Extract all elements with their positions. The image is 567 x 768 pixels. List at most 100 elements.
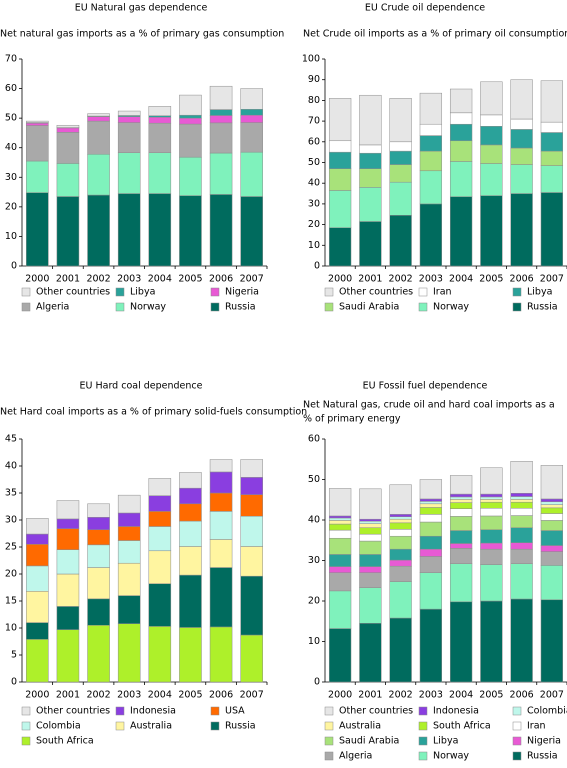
bar-norway-2002	[389, 181, 412, 216]
bar-indonesia-2000	[26, 533, 49, 545]
bar-libya-2004	[449, 123, 473, 142]
bar-nigeria-2005	[480, 542, 503, 550]
bar-colombia-2001	[359, 520, 382, 524]
legend-label-russia: Russia	[527, 751, 558, 762]
bar-other-countries-2001	[56, 124, 80, 128]
legend-label-other-countries: Other countries	[36, 706, 110, 717]
x-tick-label: 2004	[449, 274, 473, 285]
y-tick-label: 30	[5, 172, 17, 183]
bar-nigeria-2003	[117, 116, 141, 123]
bar-other-countries-2005	[480, 81, 503, 116]
bar-colombia-2005	[480, 496, 503, 500]
legend-label-iran: Iran	[527, 721, 546, 732]
bar-russia-2006	[209, 194, 233, 267]
bar-norway-2003	[117, 152, 141, 194]
x-tick-label: 2005	[178, 690, 202, 701]
bar-australia-2001	[359, 523, 382, 528]
bar-russia-2002	[389, 215, 412, 267]
bar-other-countries-2004	[148, 106, 172, 117]
bar-other-countries-2007	[540, 80, 564, 123]
bar-indonesia-2005	[480, 493, 503, 498]
y-axis-label: Net Hard coal imports as a % of primary …	[0, 407, 307, 418]
bar-colombia-2006	[209, 511, 233, 540]
bar-indonesia-2006	[209, 471, 233, 494]
legend-label-libya: Libya	[130, 287, 155, 298]
bar-indonesia-2000	[328, 515, 352, 519]
bar-colombia-2006	[510, 496, 533, 500]
y-axis-label: Net Crude oil imports as a % of primary …	[303, 29, 567, 40]
bar-russia-2005	[480, 600, 503, 683]
bar-other-countries-2002	[87, 503, 110, 518]
y-tick-label: 90	[308, 74, 320, 85]
bar-russia-2006	[510, 193, 533, 267]
bar-australia-2003	[419, 503, 443, 508]
bar-australia-2004	[449, 499, 473, 503]
bar-algeria-2001	[359, 572, 382, 588]
bar-colombia-2000	[26, 565, 49, 592]
bar-russia-2005	[480, 195, 503, 267]
bar-norway-2007	[540, 165, 564, 193]
bar-libya-2005	[480, 126, 503, 146]
legend-label-libya: Libya	[527, 287, 552, 298]
y-tick-label: 40	[308, 178, 320, 189]
x-tick-label: 2003	[419, 690, 443, 701]
bar-norway-2000	[26, 160, 49, 193]
legend-swatch-russia	[210, 721, 220, 731]
bar-libya-2003	[419, 535, 443, 550]
bar-indonesia-2007	[540, 498, 564, 503]
y-tick-label: 40	[5, 142, 17, 153]
legend-swatch-iran	[418, 287, 428, 297]
bar-nigeria-2000	[328, 566, 352, 573]
y-tick-label: 5	[11, 650, 17, 661]
legend-label-other-countries: Other countries	[339, 287, 413, 298]
x-tick-label: 2004	[148, 690, 172, 701]
bar-other-countries-2000	[328, 488, 352, 517]
bar-south-africa-2001	[359, 527, 382, 535]
legend-swatch-russia	[210, 302, 220, 312]
x-tick-label: 2002	[86, 274, 110, 285]
bar-norway-2006	[209, 152, 233, 195]
chart-title: EU Hard coal dependence	[80, 381, 203, 392]
bar-libya-2001	[359, 554, 382, 567]
bar-norway-2000	[328, 190, 352, 228]
x-tick-label: 2000	[25, 690, 49, 701]
bar-algeria-2007	[240, 122, 263, 153]
bar-colombia-2003	[419, 501, 443, 505]
legend-swatch-algeria	[324, 751, 334, 761]
bar-nigeria-2004	[449, 543, 473, 549]
bar-other-countries-2001	[56, 500, 80, 520]
bar-iran-2007	[540, 121, 564, 133]
y-tick-label: 70	[308, 116, 320, 127]
bar-russia-2005	[179, 195, 202, 267]
bar-indonesia-2006	[510, 493, 533, 497]
bar-algeria-2002	[389, 565, 412, 582]
bar-russia-2003	[117, 193, 141, 267]
bar-algeria-2007	[540, 551, 564, 566]
bar-south-africa-2004	[148, 626, 172, 683]
bar-nigeria-2006	[209, 115, 233, 124]
bar-south-africa-2006	[209, 626, 233, 683]
legend-swatch-nigeria	[512, 736, 522, 746]
bar-australia-2003	[117, 562, 141, 596]
legend-label-south-africa: South Africa	[36, 736, 94, 747]
x-tick-label: 2004	[148, 274, 172, 285]
bar-south-africa-2007	[240, 634, 263, 683]
bar-colombia-2002	[87, 544, 110, 568]
x-tick-label: 2007	[240, 274, 264, 285]
bar-iran-2005	[480, 508, 503, 517]
y-tick-label: 100	[302, 54, 320, 65]
bar-nigeria-2007	[240, 114, 263, 123]
y-tick-label: 30	[5, 515, 17, 526]
x-tick-label: 2004	[449, 690, 473, 701]
x-tick-label: 2003	[419, 274, 443, 285]
bar-algeria-2004	[148, 122, 172, 153]
bar-russia-2007	[240, 196, 263, 267]
x-tick-label: 2007	[540, 274, 564, 285]
chart-title: EU Fossil fuel dependence	[363, 381, 488, 392]
y-tick-label: 50	[308, 474, 320, 485]
legend-swatch-other-countries	[324, 287, 334, 297]
legend-label-colombia: Colombia	[527, 706, 567, 717]
chart-eu-fossil-fuel-dependence: EU Fossil fuel dependence Net Natural gas…	[303, 381, 567, 762]
x-tick-label: 2000	[328, 274, 352, 285]
bar-libya-2006	[510, 527, 533, 543]
